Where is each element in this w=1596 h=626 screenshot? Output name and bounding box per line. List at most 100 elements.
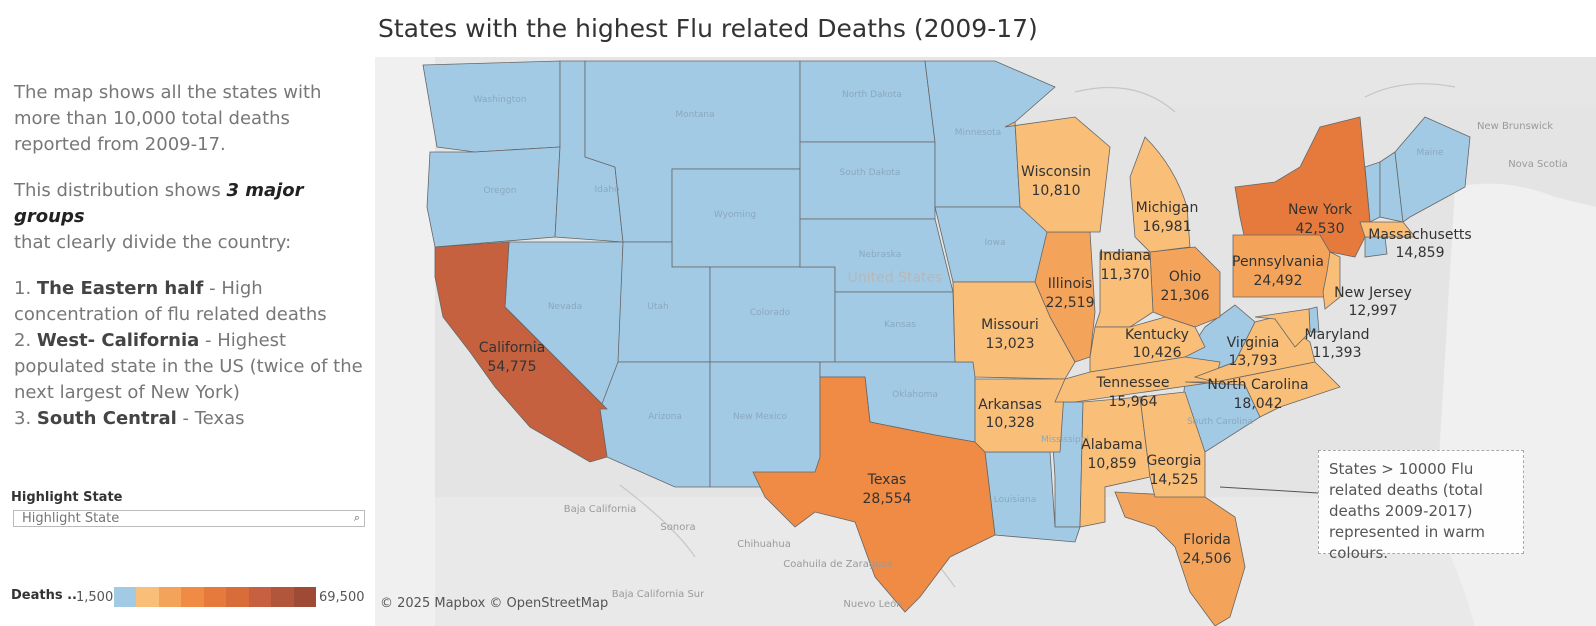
value-california: 54,775 xyxy=(488,359,537,375)
label-newjersey: New Jersey xyxy=(1334,285,1412,301)
description-intro: The map shows all the states with more t… xyxy=(14,82,322,155)
annotation-connector xyxy=(1219,486,1319,494)
legend-swatch xyxy=(114,587,137,607)
annotation-box: States > 10000 Flu related deaths (total… xyxy=(1318,450,1524,562)
legend-max: 69,500 xyxy=(319,590,365,605)
svg-text:Montana: Montana xyxy=(675,110,714,120)
value-maryland: 11,393 xyxy=(1313,345,1362,361)
state-michigan xyxy=(1129,136,1191,253)
group-item-1: 1. The Eastern half - High concentration… xyxy=(14,278,327,325)
label-illinois: Illinois xyxy=(1048,276,1092,292)
map-svg[interactable]: Washington Oregon Idaho Montana Wyoming … xyxy=(375,57,1596,626)
label-arkansas: Arkansas xyxy=(978,397,1042,413)
svg-text:Chihuahua: Chihuahua xyxy=(737,539,791,550)
svg-text:Maine: Maine xyxy=(1416,148,1443,158)
svg-text:Nevada: Nevada xyxy=(548,302,582,312)
legend-swatch xyxy=(248,587,272,607)
svg-text:Kansas: Kansas xyxy=(884,320,916,330)
svg-text:Louisiana: Louisiana xyxy=(994,495,1037,505)
svg-text:Oklahoma: Oklahoma xyxy=(892,390,938,400)
legend-label: Deaths .. xyxy=(11,588,77,603)
value-kentucky: 10,426 xyxy=(1133,345,1182,361)
value-pennsylvania: 24,492 xyxy=(1254,273,1303,289)
value-massachusetts: 14,859 xyxy=(1396,245,1445,261)
svg-text:Oregon: Oregon xyxy=(483,186,516,196)
svg-text:Idaho: Idaho xyxy=(594,185,620,195)
label-florida: Florida xyxy=(1183,532,1231,548)
label-wisconsin: Wisconsin xyxy=(1021,164,1091,180)
svg-text:Arizona: Arizona xyxy=(648,412,682,422)
search-icon[interactable]: ⌕ xyxy=(353,511,360,524)
value-ohio: 21,306 xyxy=(1161,288,1210,304)
legend-swatch xyxy=(271,587,294,607)
group-item-2: 2. West- California - Highest populated … xyxy=(14,330,363,403)
value-illinois: 22,519 xyxy=(1046,295,1095,311)
page-title: States with the highest Flu related Deat… xyxy=(378,14,1038,43)
highlight-state-label: Highlight State xyxy=(11,490,123,505)
geo-labels: Washington Oregon Idaho Montana Wyoming … xyxy=(474,90,1568,610)
canada-borders xyxy=(1074,83,1456,113)
state-florida xyxy=(1114,491,1246,626)
label-georgia: Georgia xyxy=(1147,453,1202,469)
label-indiana: Indiana xyxy=(1099,248,1151,264)
blue-states xyxy=(422,60,1471,543)
state-ohio xyxy=(1149,246,1221,328)
pacific-ocean xyxy=(375,57,435,626)
warm-states xyxy=(434,116,1416,626)
value-wisconsin: 10,810 xyxy=(1032,183,1081,199)
map-attribution[interactable]: © 2025 Mapbox © OpenStreetMap xyxy=(380,596,609,611)
state-labels: California 54,775 Texas 28,554 New York … xyxy=(479,164,1472,567)
major-groups-emphasis: 3 major groups xyxy=(14,180,304,227)
state-southdakota xyxy=(799,141,936,220)
map-view[interactable]: Washington Oregon Idaho Montana Wyoming … xyxy=(375,57,1596,626)
label-michigan: Michigan xyxy=(1136,200,1199,216)
color-legend xyxy=(114,587,316,607)
svg-text:New Brunswick: New Brunswick xyxy=(1477,121,1553,132)
value-texas: 28,554 xyxy=(863,491,912,507)
legend-min: 1,500 xyxy=(76,590,114,605)
value-missouri: 13,023 xyxy=(986,336,1035,352)
value-florida: 24,506 xyxy=(1183,551,1232,567)
state-newmexico xyxy=(709,361,821,488)
legend-swatch xyxy=(203,587,227,607)
label-virginia: Virginia xyxy=(1227,335,1280,351)
legend-swatch xyxy=(181,587,204,607)
label-alabama: Alabama xyxy=(1081,437,1143,453)
value-virginia: 13,793 xyxy=(1229,353,1278,369)
svg-text:Colorado: Colorado xyxy=(750,308,791,318)
value-newjersey: 12,997 xyxy=(1349,303,1398,319)
label-california: California xyxy=(479,340,545,356)
label-ohio: Ohio xyxy=(1169,269,1201,285)
label-newyork: New York xyxy=(1288,202,1353,218)
svg-text:New Mexico: New Mexico xyxy=(733,412,787,422)
state-wisconsin xyxy=(1004,116,1111,233)
state-northcarolina xyxy=(1184,361,1341,418)
state-arkansas xyxy=(974,378,1066,453)
state-northdakota xyxy=(799,60,936,143)
label-pennsylvania: Pennsylvania xyxy=(1232,254,1324,270)
label-missouri: Missouri xyxy=(981,317,1039,333)
label-northcarolina: North Carolina xyxy=(1207,377,1308,393)
label-maryland: Maryland xyxy=(1305,327,1370,343)
label-kentucky: Kentucky xyxy=(1125,327,1189,343)
highlight-state-control[interactable]: ⌕ xyxy=(13,510,365,527)
legend-swatch xyxy=(293,587,316,607)
svg-text:United States: United States xyxy=(848,270,943,286)
value-michigan: 16,981 xyxy=(1143,219,1192,235)
svg-text:Minnesota: Minnesota xyxy=(955,128,1001,138)
group-item-3: 3. South Central - Texas xyxy=(14,408,245,429)
svg-text:Coahuila de Zaragoza: Coahuila de Zaragoza xyxy=(783,559,893,570)
highlight-state-input[interactable] xyxy=(14,511,342,526)
value-indiana: 11,370 xyxy=(1101,267,1150,283)
state-california xyxy=(434,241,608,463)
svg-text:South Carolina: South Carolina xyxy=(1187,417,1253,427)
value-northcarolina: 18,042 xyxy=(1234,396,1283,412)
svg-text:Sonora: Sonora xyxy=(660,522,695,533)
svg-text:Wyoming: Wyoming xyxy=(714,210,756,220)
legend-swatch xyxy=(136,587,159,607)
label-massachusetts: Massachusetts xyxy=(1368,227,1471,243)
description-panel: The map shows all the states with more t… xyxy=(14,80,364,432)
svg-text:Nebraska: Nebraska xyxy=(859,250,901,260)
svg-text:North Dakota: North Dakota xyxy=(842,90,902,100)
state-maryland xyxy=(1254,308,1311,348)
